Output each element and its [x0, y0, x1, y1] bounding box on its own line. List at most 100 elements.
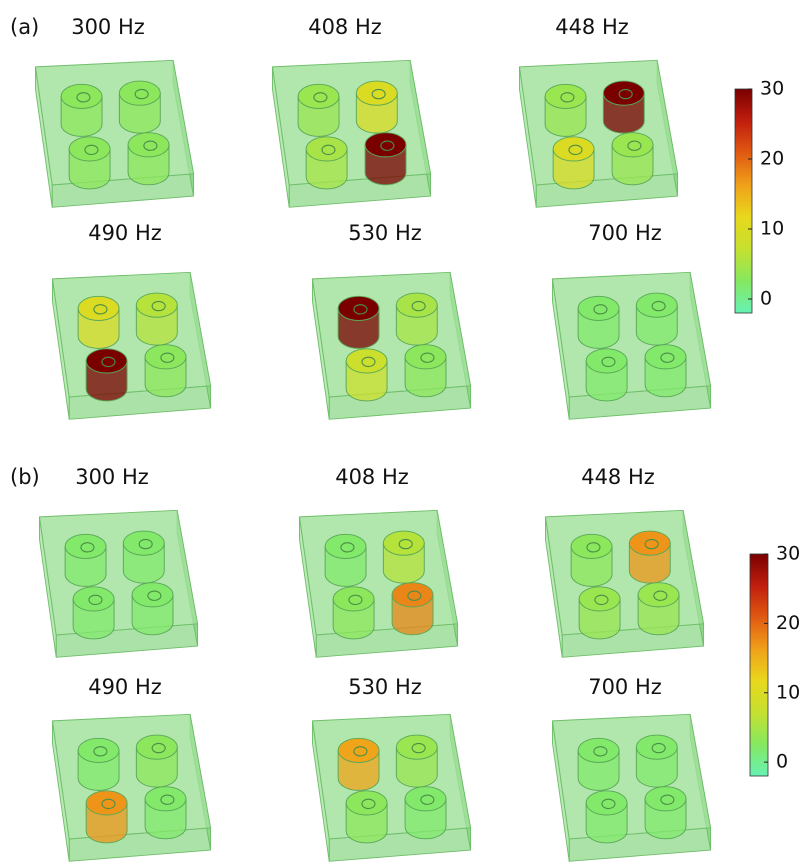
cylinder-top: [645, 345, 686, 369]
cylinder-top: [579, 587, 620, 611]
unit-cell: [39, 510, 197, 657]
cylinder-top: [636, 735, 677, 759]
colorbar-tick-label: 10: [776, 681, 800, 703]
cylinder-top: [61, 84, 102, 108]
colorbar: [750, 554, 768, 776]
frequency-label: 300 Hz: [71, 15, 145, 39]
box-top: [552, 714, 710, 839]
cylinder-top: [325, 534, 366, 558]
panel-label: (a): [10, 15, 39, 39]
cylinder-top: [586, 791, 627, 815]
frequency-label: 408 Hz: [308, 15, 382, 39]
cylinder-top: [638, 583, 679, 607]
cylinder: [145, 787, 186, 839]
cylinder-top: [346, 349, 387, 373]
cylinder-top: [86, 349, 127, 373]
colorbar-tick-label: 30: [760, 78, 784, 100]
cylinder: [136, 293, 177, 345]
cylinder-top: [69, 137, 110, 161]
cylinder: [586, 791, 627, 843]
box-top: [519, 60, 677, 185]
unit-cell: [272, 60, 430, 207]
cylinder-top: [603, 81, 644, 105]
cylinder: [346, 791, 387, 843]
cylinder: [638, 583, 679, 635]
cylinder-top: [612, 133, 653, 157]
cylinder-top: [636, 293, 677, 317]
cylinder-top: [338, 296, 379, 320]
cylinder-top: [578, 296, 619, 320]
cylinder-top: [553, 137, 594, 161]
cylinder: [571, 534, 612, 586]
cylinder: [629, 531, 670, 583]
cylinder: [333, 587, 374, 639]
cylinder: [579, 587, 620, 639]
cylinder-top: [132, 583, 173, 607]
figure: (a) 300 Hz 408 Hz 448 Hz 490 Hz 530 Hz 700 Hz 0…: [0, 0, 810, 864]
box-top: [299, 510, 457, 635]
cylinder: [636, 735, 677, 787]
cylinder-top: [365, 133, 406, 157]
cylinder: [356, 81, 397, 133]
unit-cell: [52, 272, 210, 419]
frequency-label: 490 Hz: [88, 675, 162, 699]
cylinder-top: [396, 293, 437, 317]
box-top: [312, 714, 470, 839]
cylinder: [306, 137, 347, 189]
colorbar: [735, 89, 752, 313]
cylinder: [298, 84, 339, 136]
cylinder: [383, 531, 424, 583]
cylinder-top: [629, 531, 670, 555]
frequency-label: 530 Hz: [348, 221, 422, 245]
cylinder-top: [645, 787, 686, 811]
cylinder: [553, 137, 594, 189]
box-top: [312, 272, 470, 397]
cylinder-top: [405, 345, 446, 369]
cylinder-top: [78, 738, 119, 762]
cylinder: [78, 296, 119, 348]
cylinder-top: [338, 738, 379, 762]
cylinder: [396, 293, 437, 345]
unit-cell: [35, 60, 193, 207]
colorbar-tick-label: 30: [776, 543, 800, 565]
cylinder: [65, 534, 106, 586]
cylinder: [578, 296, 619, 348]
box-top: [52, 714, 210, 839]
cylinder-top: [65, 534, 106, 558]
cylinder-top: [392, 583, 433, 607]
cylinder-top: [136, 293, 177, 317]
colorbar-tick-label: 0: [776, 751, 788, 773]
cylinder: [325, 534, 366, 586]
frequency-label: 490 Hz: [88, 221, 162, 245]
cylinder: [145, 345, 186, 397]
cylinder-top: [333, 587, 374, 611]
cylinder: [338, 738, 379, 790]
frequency-label: 408 Hz: [335, 465, 409, 489]
frequency-label: 700 Hz: [588, 221, 662, 245]
box-top: [545, 510, 703, 635]
frequency-label: 448 Hz: [581, 465, 655, 489]
cylinder: [132, 583, 173, 635]
cylinder-top: [545, 84, 586, 108]
frequency-label: 530 Hz: [348, 675, 422, 699]
cylinder-top: [396, 735, 437, 759]
cylinder: [392, 583, 433, 635]
cylinder: [603, 81, 644, 133]
frequency-label: 300 Hz: [75, 465, 149, 489]
panel-label: (b): [10, 465, 40, 489]
box-top: [272, 60, 430, 185]
cylinder: [405, 345, 446, 397]
cylinder: [136, 735, 177, 787]
cylinder: [338, 296, 379, 348]
cylinder: [645, 787, 686, 839]
cylinder: [119, 81, 160, 133]
frequency-label: 700 Hz: [588, 675, 662, 699]
unit-cell: [552, 714, 710, 861]
colorbar-tick-label: 0: [760, 288, 772, 310]
cylinder: [78, 738, 119, 790]
colorbar-tick-label: 20: [760, 148, 784, 170]
cylinder-top: [145, 345, 186, 369]
cylinder-top: [136, 735, 177, 759]
cylinder-top: [123, 531, 164, 555]
cylinder: [586, 349, 627, 401]
